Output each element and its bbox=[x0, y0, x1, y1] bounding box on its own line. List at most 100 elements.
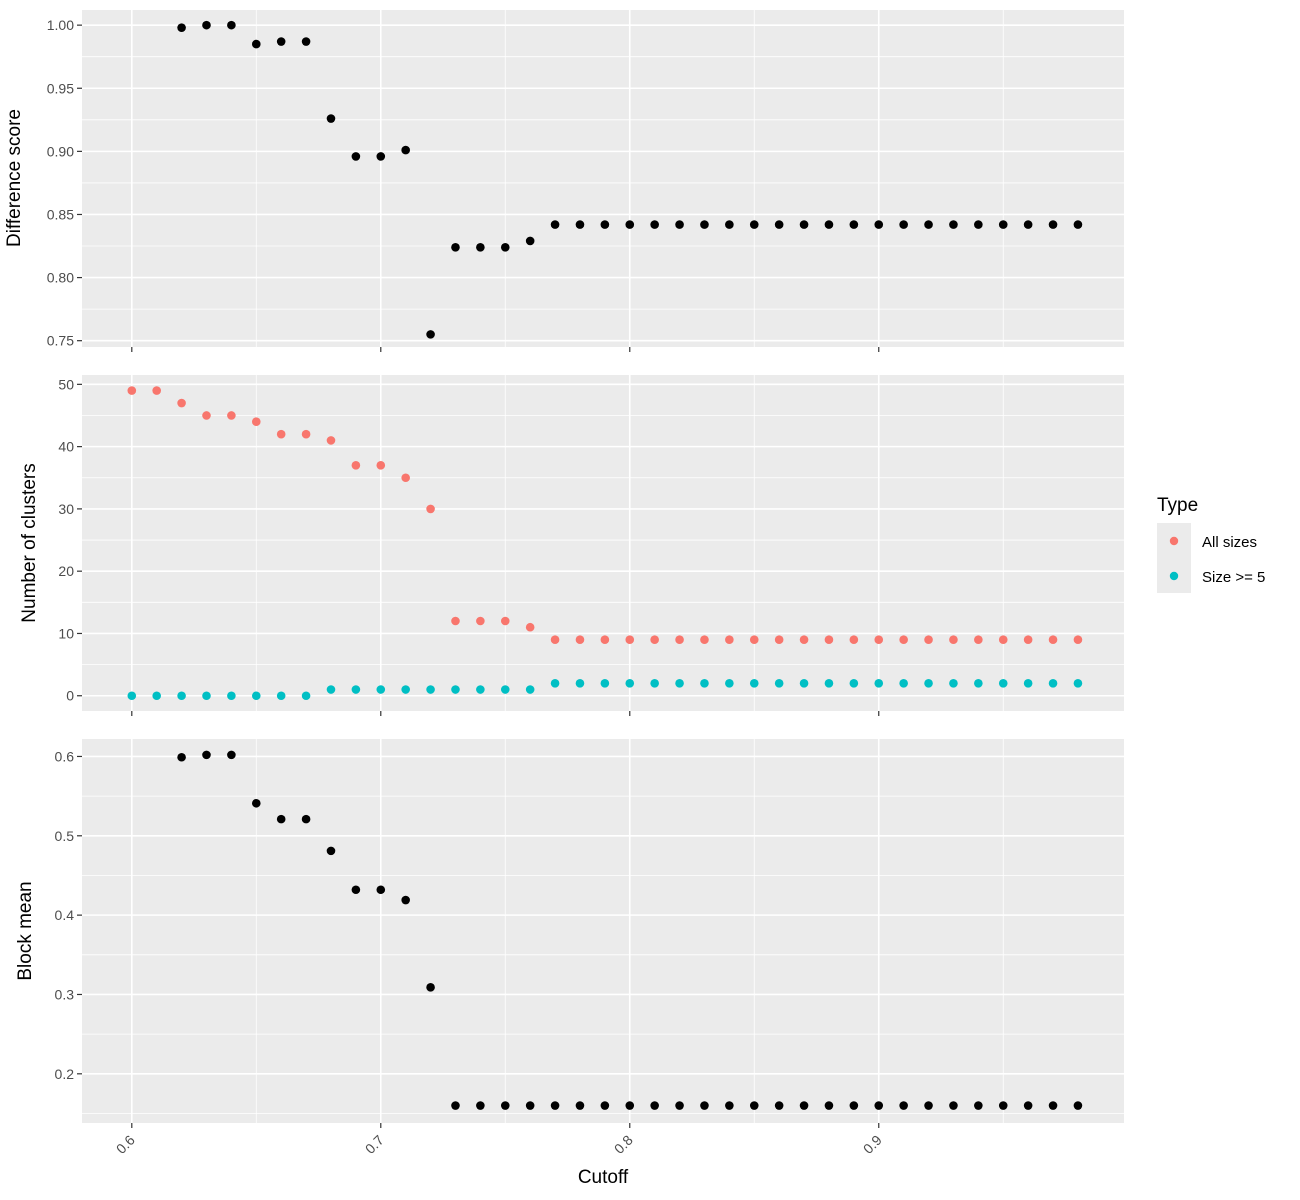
data-point bbox=[774, 220, 784, 229]
data-point bbox=[949, 635, 958, 644]
data-point bbox=[874, 220, 884, 229]
data-point bbox=[824, 635, 834, 644]
data-point bbox=[749, 678, 759, 688]
data-point bbox=[550, 220, 560, 229]
data-point bbox=[276, 429, 286, 439]
difference-score-panel: 0.75 0.80 0.85 0.90 0.95 1.00 Difference score bbox=[4, 10, 1124, 352]
data-point bbox=[326, 685, 336, 694]
data-point bbox=[301, 429, 311, 439]
data-point bbox=[227, 411, 236, 420]
data-point bbox=[998, 678, 1008, 688]
data-point bbox=[476, 1101, 485, 1110]
data-point bbox=[525, 1101, 535, 1110]
data-point bbox=[251, 798, 261, 808]
y-tick-label: 50 bbox=[58, 376, 74, 392]
data-point bbox=[401, 473, 410, 483]
data-point bbox=[1023, 635, 1033, 644]
data-point bbox=[376, 685, 386, 694]
data-point bbox=[202, 691, 211, 701]
data-point bbox=[1048, 220, 1058, 229]
data-point bbox=[301, 37, 311, 46]
y-tick-label: 1.00 bbox=[47, 17, 74, 33]
data-point bbox=[202, 411, 211, 420]
x-tick-label: 0.7 bbox=[362, 1132, 387, 1157]
data-point bbox=[351, 685, 361, 694]
data-point bbox=[1023, 1101, 1033, 1110]
data-point bbox=[899, 635, 908, 644]
data-point bbox=[401, 145, 410, 155]
data-point bbox=[251, 691, 261, 701]
data-point bbox=[675, 1101, 684, 1110]
y-axis-title: Block mean bbox=[15, 881, 36, 980]
data-point bbox=[774, 678, 784, 688]
data-point bbox=[700, 678, 709, 688]
data-point bbox=[675, 635, 684, 644]
data-point bbox=[824, 220, 834, 229]
data-point bbox=[998, 220, 1008, 229]
legend-label-all-sizes: All sizes bbox=[1202, 534, 1257, 551]
series bbox=[177, 750, 1083, 1110]
data-point bbox=[575, 220, 585, 229]
data-point bbox=[700, 1101, 709, 1110]
data-point bbox=[426, 330, 435, 339]
panel-background bbox=[82, 739, 1124, 1123]
legend-key-size-ge-5 bbox=[1169, 571, 1179, 581]
data-point bbox=[725, 678, 734, 688]
data-point bbox=[476, 616, 485, 626]
data-point bbox=[351, 885, 361, 895]
data-point bbox=[550, 1101, 560, 1110]
data-point bbox=[575, 635, 585, 644]
data-point bbox=[202, 750, 211, 760]
series-size-5 bbox=[127, 678, 1083, 701]
y-tick-label: 0 bbox=[66, 688, 74, 704]
y-tick-label: 20 bbox=[58, 563, 74, 579]
data-point bbox=[426, 504, 435, 514]
data-point bbox=[326, 846, 336, 856]
data-point bbox=[749, 635, 759, 644]
panel-background bbox=[82, 10, 1124, 347]
data-point bbox=[476, 242, 485, 252]
data-point bbox=[152, 691, 161, 701]
data-point bbox=[849, 220, 859, 229]
data-point bbox=[401, 895, 410, 905]
data-point bbox=[401, 685, 410, 694]
x-tick-label: 0.6 bbox=[113, 1132, 138, 1157]
data-point bbox=[700, 220, 709, 229]
y-tick-label: 0.6 bbox=[55, 748, 75, 764]
y-axis-title: Difference score bbox=[4, 109, 25, 247]
data-point bbox=[426, 983, 435, 992]
y-tick-label: 0.2 bbox=[55, 1066, 75, 1082]
legend-label-size-ge-5: Size >= 5 bbox=[1202, 569, 1265, 586]
y-tick-label: 10 bbox=[58, 625, 74, 641]
data-point bbox=[824, 678, 834, 688]
number-of-clusters-panel: 0 10 20 30 40 50 Number of clusters bbox=[19, 375, 1124, 716]
data-point bbox=[177, 23, 186, 32]
data-point bbox=[725, 635, 734, 644]
legend-keys-background bbox=[1157, 523, 1191, 593]
data-point bbox=[1073, 635, 1083, 644]
data-point bbox=[1048, 678, 1058, 688]
data-point bbox=[451, 1101, 460, 1110]
data-point bbox=[600, 678, 610, 688]
data-point bbox=[1023, 220, 1033, 229]
data-point bbox=[949, 678, 958, 688]
y-tick-label: 0.3 bbox=[55, 986, 75, 1002]
data-point bbox=[500, 616, 510, 626]
data-point bbox=[127, 386, 137, 395]
data-point bbox=[575, 1101, 585, 1110]
data-point bbox=[326, 436, 336, 445]
data-point bbox=[650, 678, 659, 688]
data-point bbox=[725, 1101, 734, 1110]
data-point bbox=[998, 1101, 1008, 1110]
data-point bbox=[177, 752, 186, 762]
data-point bbox=[650, 1101, 659, 1110]
data-point bbox=[899, 678, 908, 688]
y-tick-label: 30 bbox=[58, 501, 74, 517]
y-tick-label: 40 bbox=[58, 439, 74, 455]
data-point bbox=[899, 220, 908, 229]
y-tick-label: 0.5 bbox=[55, 828, 75, 844]
data-point bbox=[451, 616, 460, 626]
data-point bbox=[625, 220, 635, 229]
y-tick-label: 0.85 bbox=[47, 206, 74, 222]
